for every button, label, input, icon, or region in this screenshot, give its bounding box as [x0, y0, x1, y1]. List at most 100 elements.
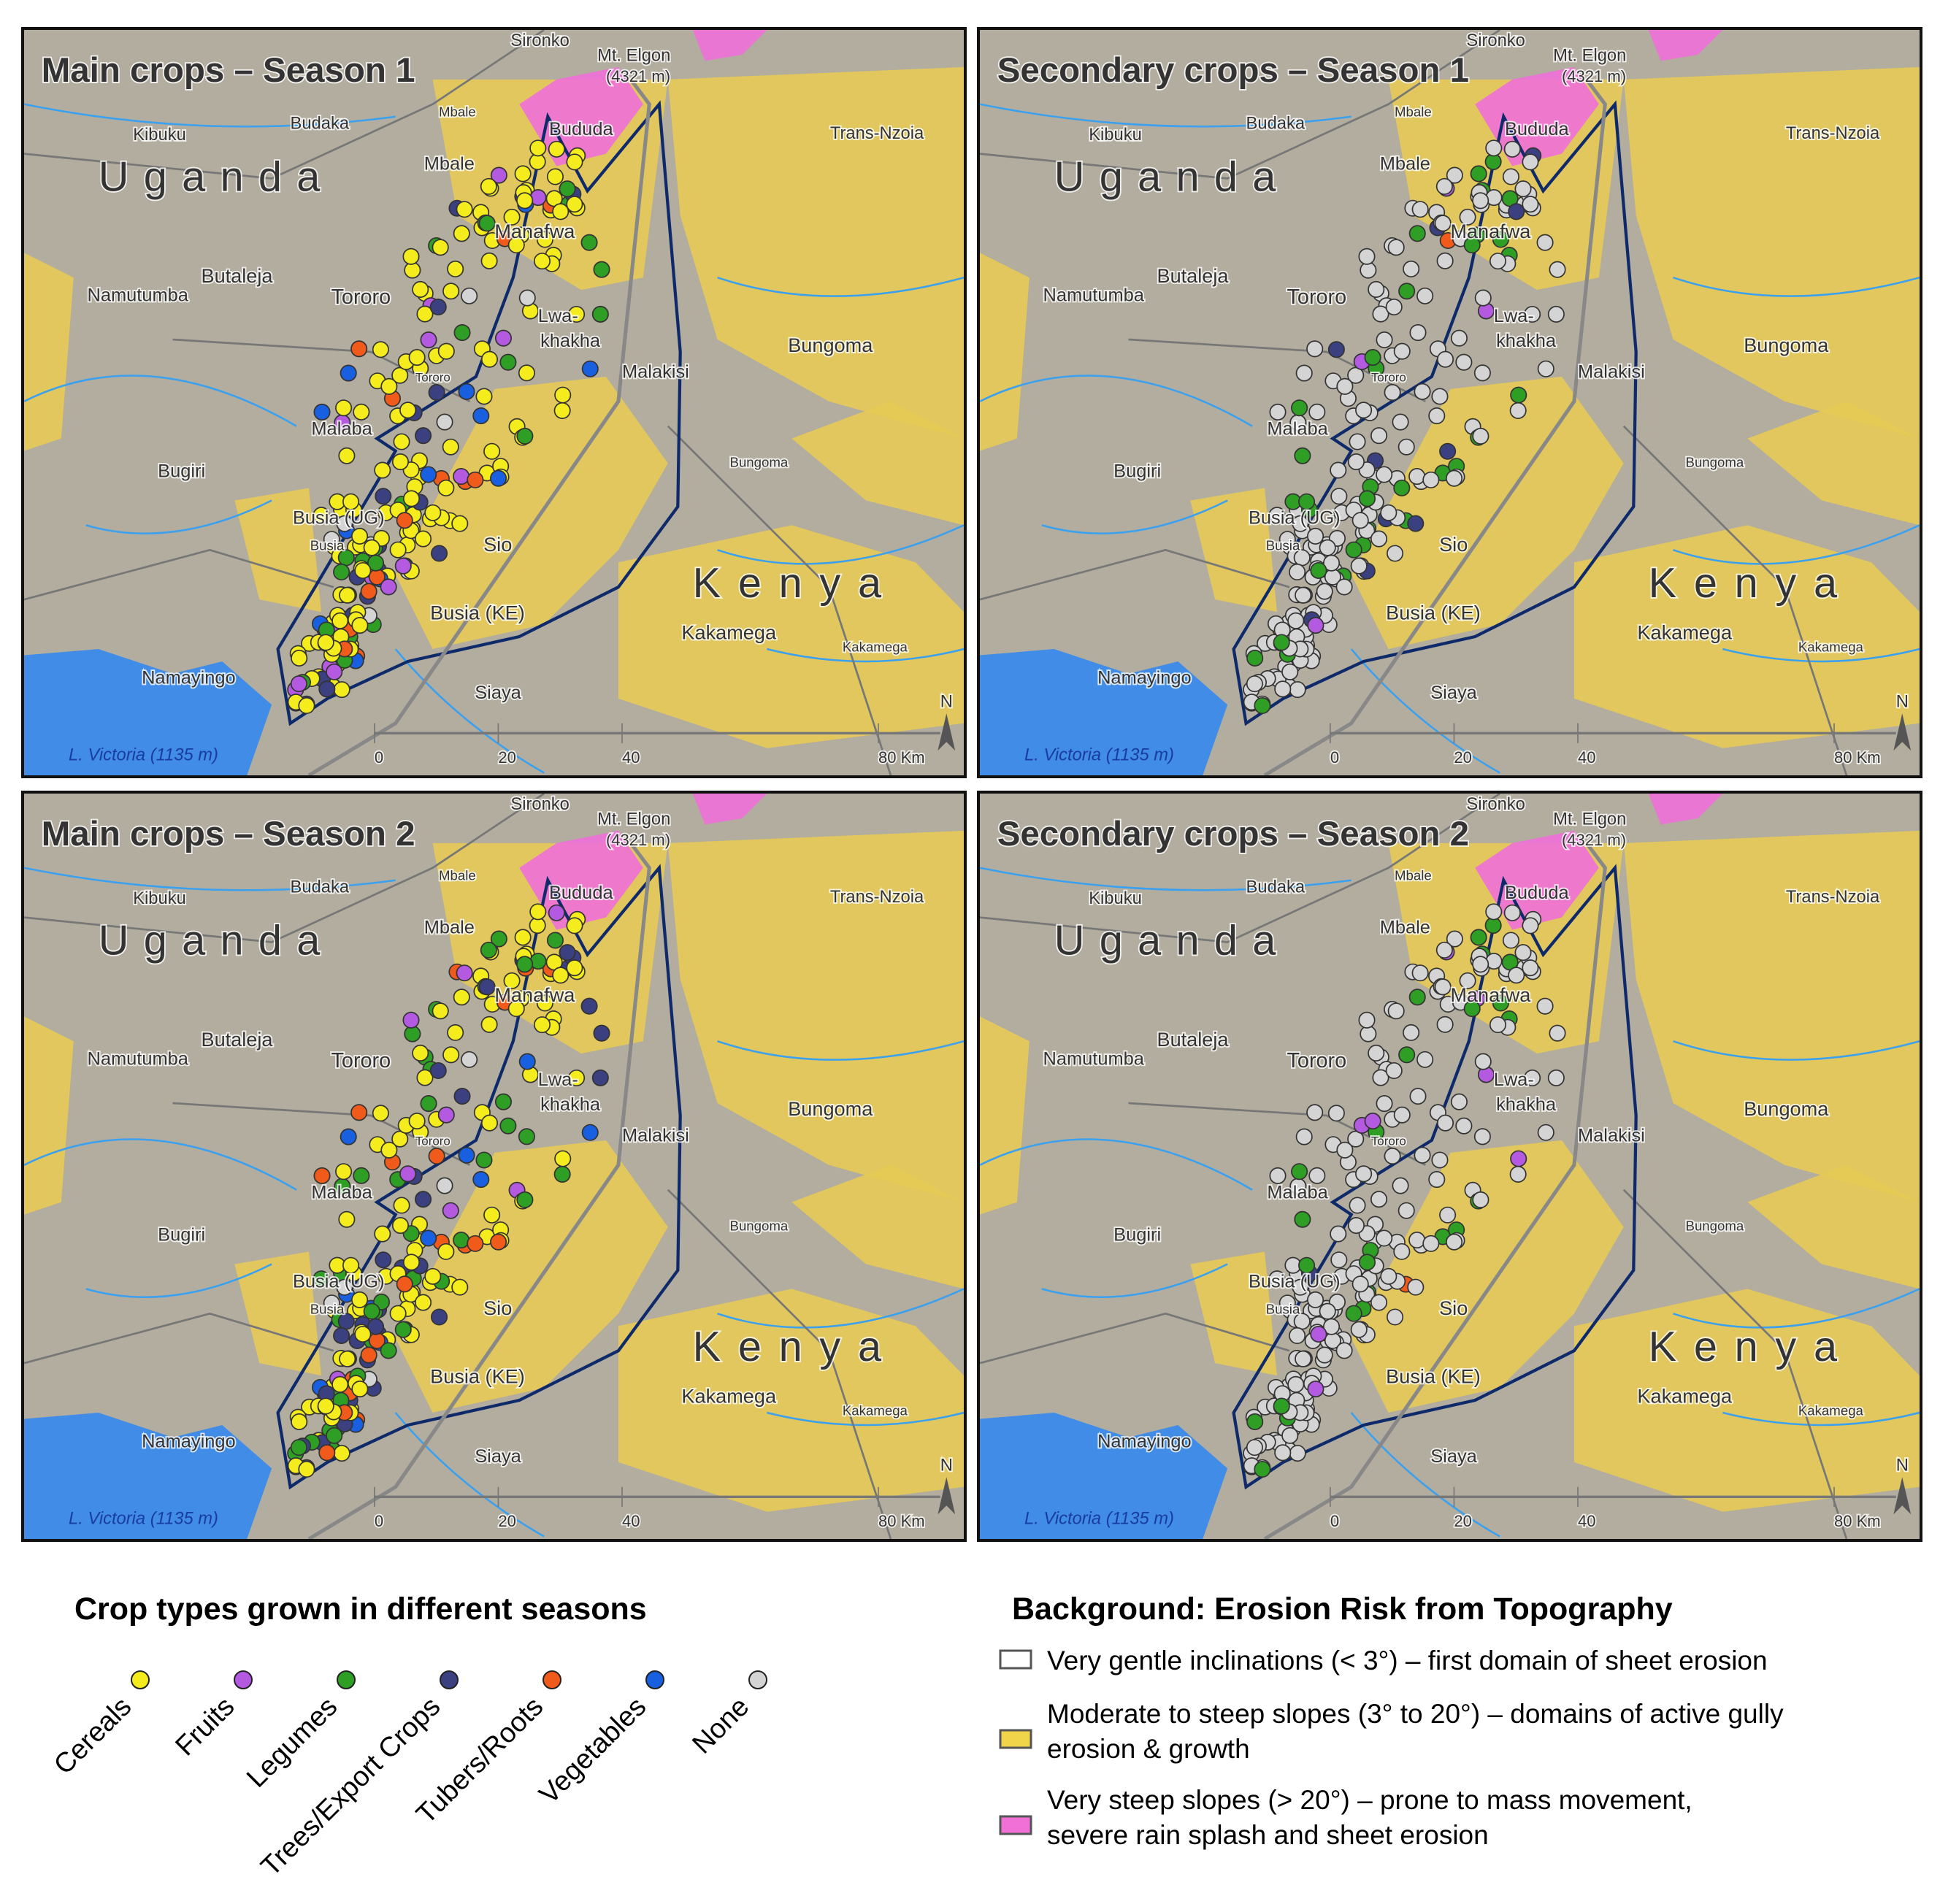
sample-site	[372, 341, 389, 358]
map: Sironko Mt. Elgon (4321 m) Mbale Budaka Kibuk…	[24, 794, 964, 1539]
sample-site	[553, 402, 571, 419]
place-label: Tororo	[415, 1135, 451, 1148]
sample-site	[431, 1308, 448, 1326]
sample-site	[291, 649, 308, 667]
sample-site	[1278, 1294, 1296, 1312]
terrain-zone	[618, 1289, 964, 1512]
sample-site	[1370, 1191, 1388, 1208]
sample-site	[1509, 402, 1527, 419]
sample-site	[461, 287, 478, 304]
sample-site	[1502, 168, 1519, 185]
sample-site	[1472, 1191, 1489, 1208]
river	[980, 1138, 1253, 1191]
sample-site	[1308, 403, 1326, 421]
sample-site	[568, 305, 586, 323]
sample-site	[1459, 972, 1476, 989]
place-label: Siaya	[1430, 1446, 1477, 1467]
sample-site	[1436, 1016, 1454, 1033]
sample-site	[424, 504, 442, 521]
place-label: Lwa-	[538, 1070, 578, 1090]
sample-site	[1463, 237, 1481, 254]
sample-site	[1347, 1130, 1365, 1148]
sample-site	[1307, 1381, 1324, 1398]
sample-site	[566, 153, 583, 171]
place-label: Kakamega	[681, 621, 777, 643]
legend-label: Fruits	[169, 1692, 240, 1762]
sample-site	[1509, 1165, 1527, 1183]
sample-site	[1268, 1270, 1286, 1288]
sample-site	[1508, 203, 1525, 220]
sample-site	[394, 1321, 412, 1338]
sample-site	[1524, 305, 1541, 323]
place-label: Bungoma	[1744, 334, 1829, 356]
sample-site	[1316, 583, 1333, 600]
place-label: Manafwa	[1450, 220, 1531, 242]
place-label: Siaya	[475, 683, 521, 703]
sample-site	[1398, 283, 1416, 300]
sample-site	[331, 1375, 349, 1393]
sample-site	[429, 298, 447, 316]
terrain-zone	[791, 1164, 964, 1289]
sample-site	[1416, 287, 1434, 304]
legend-label: Legumes	[241, 1692, 343, 1794]
border	[24, 548, 334, 601]
lake-label: L. Victoria (1135 m)	[69, 746, 218, 765]
sample-site	[1385, 298, 1403, 316]
place-label: Malaba	[311, 419, 372, 439]
sample-site	[1408, 225, 1426, 242]
place-label: Trans-Nzoia	[830, 124, 924, 143]
terrain-zone	[24, 253, 74, 451]
sample-site	[591, 1069, 609, 1086]
sample-site	[1350, 557, 1368, 575]
border	[667, 425, 892, 775]
sample-site	[339, 1350, 356, 1367]
sample-site	[313, 1270, 330, 1288]
river	[717, 1040, 964, 1061]
sample-site	[1411, 964, 1429, 982]
place-label: Sio	[1439, 1297, 1468, 1319]
sample-site	[1436, 350, 1454, 368]
place-label: Bududa	[549, 883, 614, 903]
sample-site	[1254, 1460, 1271, 1478]
sample-site	[291, 1413, 308, 1430]
place-label: Namayingo	[142, 667, 236, 688]
sample-site	[367, 1318, 385, 1335]
place-label: Sironko	[1466, 795, 1525, 814]
sample-site	[1514, 944, 1532, 961]
north-arrow-shape	[1893, 1477, 1912, 1515]
sample-site	[1522, 917, 1539, 934]
place-label: Bugiri	[1113, 1224, 1161, 1245]
legend-marker	[131, 1670, 150, 1689]
sample-site	[412, 1044, 429, 1062]
scale-label: 20	[498, 1512, 516, 1530]
sample-site	[374, 1225, 391, 1243]
sample-site	[1273, 1397, 1290, 1415]
sample-site	[1522, 153, 1539, 171]
sample-site	[1289, 563, 1306, 581]
sample-site	[416, 305, 434, 323]
place-label: Tororo	[331, 285, 391, 309]
scale-label: 0	[375, 748, 383, 767]
river	[394, 1412, 545, 1538]
sample-site	[591, 305, 609, 323]
sample-site	[1510, 1150, 1527, 1167]
scale-label: 80 Km	[878, 748, 925, 767]
terrain-zone	[667, 830, 964, 1202]
place-label: Kibuku	[1089, 126, 1142, 145]
sample-site	[424, 1267, 442, 1285]
terrain-zone	[234, 488, 321, 613]
place-label: Tororo	[1371, 1135, 1406, 1148]
sample-site	[1376, 466, 1393, 483]
river	[1041, 499, 1228, 534]
legend-marker	[234, 1670, 253, 1689]
sample-site	[393, 433, 410, 450]
border	[667, 1189, 892, 1539]
sample-site	[456, 964, 473, 982]
sample-site	[447, 260, 464, 277]
border	[24, 1312, 334, 1364]
sample-site	[593, 1024, 610, 1042]
sample-site	[1446, 1233, 1463, 1251]
sample-site	[1352, 512, 1369, 529]
scale-label: 80 Km	[1834, 748, 1881, 767]
sample-site	[1537, 360, 1554, 377]
